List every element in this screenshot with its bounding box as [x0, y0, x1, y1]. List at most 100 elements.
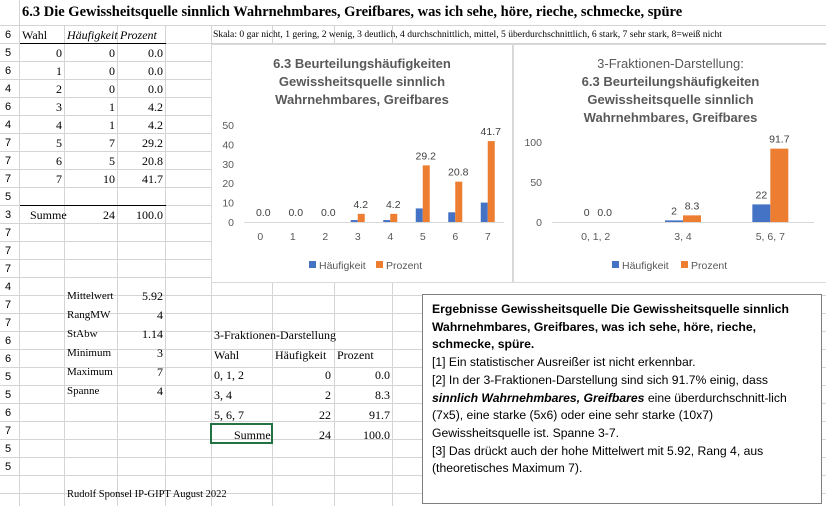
chart1-data-label: 0.0 [321, 207, 336, 219]
row-number: 6 [5, 65, 12, 77]
tf-cell-wahl: 3, 4 [214, 388, 232, 402]
legend-swatch-prozent [376, 261, 383, 268]
chart1-legend-haeufigkeit: Häufigkeit [319, 260, 366, 272]
tf-cell-haeufigkeit: 22 [319, 408, 331, 422]
chart2-ytick: 50 [530, 177, 542, 189]
chart-beurteilungshaeufigkeiten[interactable]: 6.3 Beurteilungshäufigkeiten Gewissheitsq… [211, 44, 513, 283]
row-number: 7 [5, 173, 12, 185]
chart1-data-label: 29.2 [416, 150, 437, 162]
results-point-2-a: [2] In der 3-Fraktionen-Darstellung sind… [432, 372, 769, 387]
chart2-freq-label: 22 [755, 189, 767, 201]
chart1-bar-prozent [487, 141, 495, 222]
chart-three-fraction[interactable]: 3-Fraktionen-Darstellung: 6.3 Beurteilung… [513, 44, 826, 283]
row-number: 7 [5, 317, 12, 329]
results-point-2-b: eine überdurchschnitt-lich (7x5), eine s… [432, 390, 787, 440]
freq-cell-prozent: 0.0 [148, 82, 163, 96]
stat-label: Maximum [67, 366, 113, 378]
chart1-ytick: 20 [222, 178, 234, 190]
footer-author: Rudolf Sponsel IP-GIPT August 2022 [67, 489, 227, 500]
chart2-legend-prozent: Prozent [691, 260, 727, 272]
chart1-legend-prozent: Prozent [386, 260, 422, 272]
freq-cell-wahl: 7 [56, 172, 62, 186]
row-number: 7 [5, 263, 12, 275]
chart2-ytick: 100 [524, 137, 542, 149]
tf-cell-haeufigkeit: 2 [325, 388, 331, 402]
row-number: 7 [5, 155, 12, 167]
row-number: 5 [5, 389, 12, 401]
freq-header-wahl: Wahl [22, 28, 48, 42]
freq-cell-wahl: 1 [56, 64, 62, 78]
chart2-freq-label: 2 [671, 205, 677, 217]
row-number: 5 [5, 461, 12, 473]
chart1-ytick: 30 [222, 159, 234, 171]
row-number: 6 [5, 353, 12, 365]
chart1-xtick: 4 [387, 231, 393, 243]
row-number: 4 [5, 281, 12, 293]
row-number: 5 [5, 371, 12, 383]
results-textbox[interactable]: Ergebnisse Gewissheitsquelle Die Gewissh… [422, 294, 822, 504]
chart1-xtick: 3 [355, 231, 361, 243]
chart1-title: 6.3 Beurteilungshäufigkeiten Gewissheitsq… [212, 55, 512, 109]
row-number: 3 [5, 209, 12, 221]
stat-value: 5.92 [142, 289, 163, 303]
stat-value: 7 [157, 365, 163, 379]
chart1-xtick: 7 [485, 231, 491, 243]
chart1-data-label: 4.2 [386, 199, 401, 211]
freq-cell-haeufigkeit: 10 [103, 172, 115, 186]
chart1-bar-haeufigkeit [350, 220, 358, 222]
chart-title-line: Gewissheitsquelle sinnlich [278, 74, 446, 89]
freq-cell-prozent: 20.8 [142, 154, 163, 168]
stat-value: 4 [157, 308, 163, 322]
freq-cell-haeufigkeit: 1 [109, 118, 115, 132]
freq-cell-haeufigkeit: 1 [109, 100, 115, 114]
freq-cell-prozent: 4.2 [148, 118, 163, 132]
tf-cell-prozent: 91.7 [369, 408, 390, 422]
chart1-data-label: 0.0 [288, 207, 303, 219]
chart2-pct-label: 8.3 [685, 200, 700, 212]
row-number: 7 [5, 299, 12, 311]
freq-cell-wahl: 5 [56, 136, 62, 150]
freq-cell-wahl: 2 [56, 82, 62, 96]
tf-header-wahl: Wahl [214, 348, 240, 362]
chart1-data-label: 4.2 [353, 199, 368, 211]
row-number: 5 [5, 47, 12, 59]
row-number: 7 [5, 245, 12, 257]
tf-sum-label[interactable]: Summe [234, 428, 271, 442]
chart2-pct-label: 91.7 [769, 134, 790, 146]
chart1-ytick: 40 [222, 139, 234, 151]
chart1-data-label: 41.7 [481, 126, 502, 138]
chart2-bar-prozent [770, 148, 789, 222]
chart1-xtick: 5 [420, 231, 426, 243]
tf-cell-prozent: 0.0 [375, 368, 390, 382]
chart1-ytick: 50 [222, 120, 234, 132]
legend-swatch-haeufigkeit [612, 261, 619, 268]
tf-cell-prozent: 8.3 [375, 388, 390, 402]
row-number: 7 [5, 227, 12, 239]
chart1-xtick: 6 [452, 231, 458, 243]
chart-title-line: Gewissheitsquelle sinnlich [587, 92, 754, 107]
chart1-bar-prozent [422, 165, 430, 222]
freq-header-haeufigkeit: Häufigkeit [67, 28, 118, 42]
chart2-plot: 0 50 100 0 0.0 0, 1, 2 2 8.3 3, 4 22 91.7 5, 6, 7 Hä… [524, 134, 814, 272]
chart2-bar-prozent [683, 215, 701, 222]
stat-label: Minimum [67, 347, 112, 359]
tf-cell-haeufigkeit: 0 [325, 368, 331, 382]
tf-cell-wahl: 5, 6, 7 [214, 408, 244, 422]
chart1-bar-haeufigkeit [415, 208, 423, 222]
chart1-xtick: 1 [290, 231, 296, 243]
chart1-ytick: 0 [228, 217, 234, 229]
chart2-pct-label: 0.0 [597, 207, 612, 219]
freq-sum-haeufigkeit: 24 [103, 208, 115, 222]
chart2-xtick: 5, 6, 7 [756, 231, 785, 243]
tf-header-haeufigkeit: Häufigkeit [275, 348, 327, 362]
chart1-bar-prozent [455, 181, 463, 222]
freq-cell-prozent: 29.2 [142, 136, 163, 150]
chart1-data-label: 0.0 [256, 207, 271, 219]
three-fraction-title: 3-Fraktionen-Darstellung [214, 328, 336, 342]
freq-sum-label: Summe [30, 208, 67, 222]
freq-cell-prozent: 0.0 [148, 64, 163, 78]
row-number: 7 [5, 137, 12, 149]
stat-label: Spanne [67, 385, 100, 397]
results-point-2: [2] In der 3-Fraktionen-Darstellung sind… [432, 372, 812, 443]
row-number: 4 [5, 119, 12, 131]
